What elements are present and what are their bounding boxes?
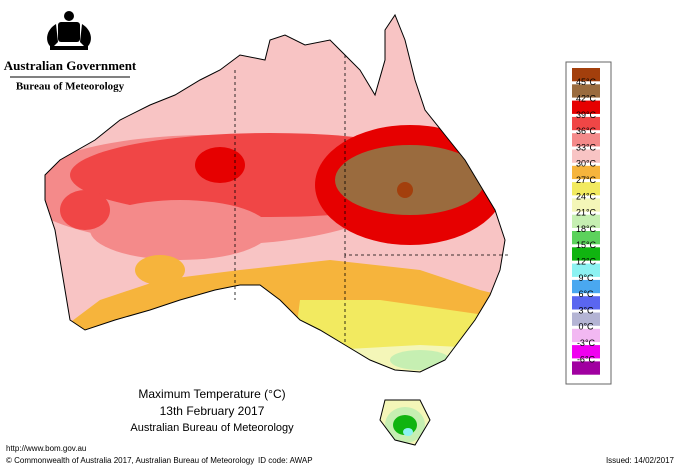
legend-swatch: [572, 312, 600, 326]
legend-swatch: [572, 231, 600, 245]
legend-swatch: [572, 198, 600, 212]
legend-swatch: [572, 296, 600, 310]
legend-swatch: [572, 149, 600, 163]
legend-label: -6°C: [577, 354, 596, 364]
map-date: 13th February 2017: [160, 404, 265, 418]
legend: 45°C 42°C 39°C 36°C 33°C 30°C 27°C 24°C 21°C 18°C…: [572, 68, 600, 375]
legend-label: 24°C: [576, 191, 597, 201]
footer-url: http://www.bom.gov.au: [6, 444, 86, 453]
crest: [47, 11, 91, 50]
footer-copyright: © Commonwealth of Australia 2017, Austra…: [6, 456, 254, 465]
legend-label: 18°C: [576, 224, 597, 234]
legend-label: -3°C: [577, 338, 596, 348]
legend-label: 9°C: [578, 273, 594, 283]
legend-label: 45°C: [576, 77, 597, 87]
legend-label: 12°C: [576, 256, 597, 266]
legend-label: 6°C: [578, 289, 594, 299]
legend-label: 0°C: [578, 322, 594, 332]
legend-label: 30°C: [576, 159, 597, 169]
legend-swatch: [572, 100, 600, 114]
map-agency: Australian Bureau of Meteorology: [130, 422, 294, 434]
legend-label: 27°C: [576, 175, 597, 185]
government-name: Australian Government: [4, 58, 137, 73]
legend-swatch: [572, 214, 600, 228]
bureau-name: Bureau of Meteorology: [16, 81, 125, 93]
legend-swatch: [572, 263, 600, 277]
legend-label: 3°C: [578, 305, 594, 315]
map-outline: [0, 0, 510, 446]
legend-label: 33°C: [576, 142, 597, 152]
legend-swatch: [572, 133, 600, 147]
footer-issued: Issued: 14/02/2017: [606, 456, 675, 465]
legend-swatch: [572, 182, 600, 196]
legend-swatch: [572, 279, 600, 294]
legend-label: 21°C: [576, 208, 597, 218]
legend-swatch: [572, 116, 600, 131]
legend-label: 42°C: [576, 93, 597, 103]
legend-label: 39°C: [576, 110, 597, 120]
legend-swatch: [572, 68, 600, 82]
legend-swatch: [572, 328, 600, 343]
legend-swatch: [572, 165, 600, 180]
legend-swatch: [572, 247, 600, 261]
legend-swatch: [572, 361, 600, 375]
legend-label: 36°C: [576, 126, 597, 136]
legend-label: 15°C: [576, 240, 597, 250]
footer-id-code: ID code: AWAP: [258, 456, 313, 465]
legend-swatch: [572, 84, 600, 98]
legend-swatch: [572, 345, 600, 359]
map-title: Maximum Temperature (°C): [138, 387, 285, 401]
